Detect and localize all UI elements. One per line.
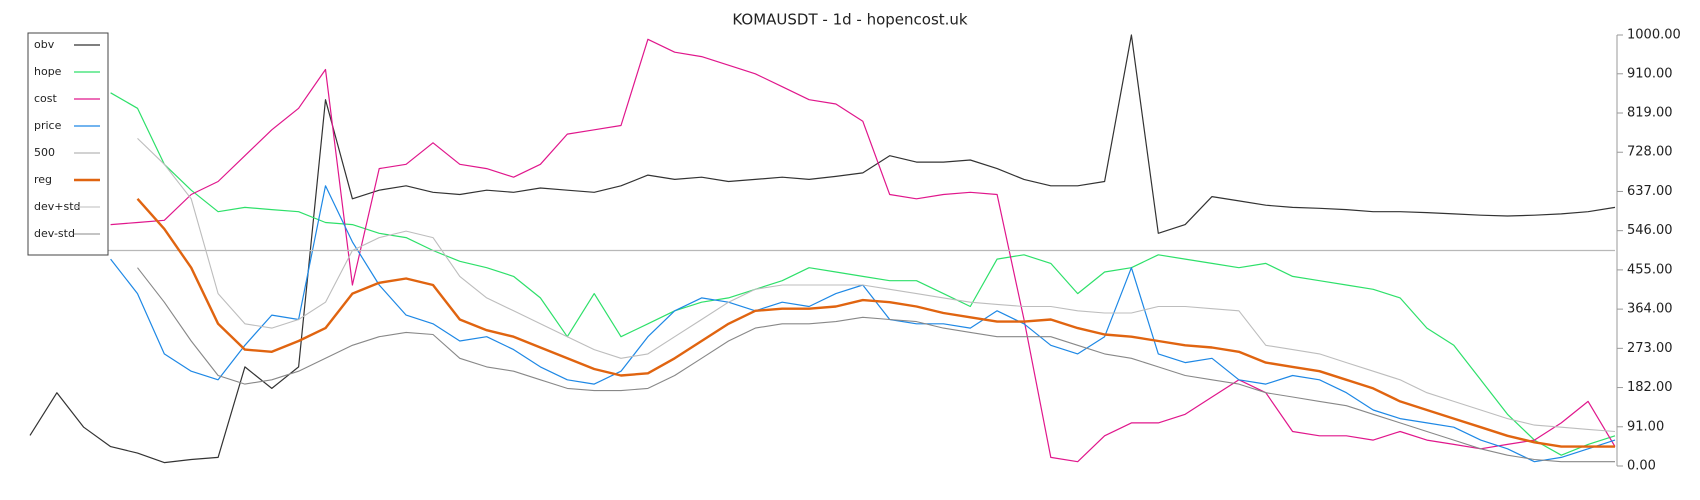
chart-title: KOMAUSDT - 1d - hopencost.uk (732, 11, 968, 29)
legend-label: obv (34, 38, 55, 51)
series-line (137, 267, 1615, 463)
y-tick-label: 728.00 (1627, 145, 1673, 160)
y-tick-label: 273.00 (1627, 341, 1673, 356)
y-tick-label: 637.00 (1627, 184, 1673, 199)
legend-label: 500 (34, 146, 55, 159)
series-line (137, 138, 1616, 433)
y-tick-label: 182.00 (1627, 380, 1673, 395)
y-tick-label: 546.00 (1627, 223, 1673, 238)
y-tick-label: 910.00 (1627, 66, 1673, 81)
legend-label: cost (34, 92, 58, 105)
y-tick-label: 364.00 (1627, 302, 1673, 317)
legend-label: dev-std (34, 227, 75, 240)
legend-label: reg (34, 173, 52, 186)
series-line (110, 92, 1616, 456)
y-tick-label: 0.00 (1627, 459, 1656, 474)
legend-label: dev+std (34, 200, 81, 213)
y-tick-label: 91.00 (1627, 419, 1664, 434)
series-line (136, 198, 1615, 448)
legend-box (27, 32, 109, 256)
series-line (110, 185, 1616, 463)
y-tick-label: 1000.00 (1627, 28, 1681, 43)
legend-label: price (34, 119, 62, 132)
y-tick-label: 455.00 (1627, 262, 1673, 277)
series-line (29, 34, 1616, 464)
y-tick-label: 819.00 (1627, 106, 1673, 121)
legend-label: hope (34, 65, 62, 78)
legend: obv hope cost price 500 reg dev+std dev-std (27, 32, 109, 256)
